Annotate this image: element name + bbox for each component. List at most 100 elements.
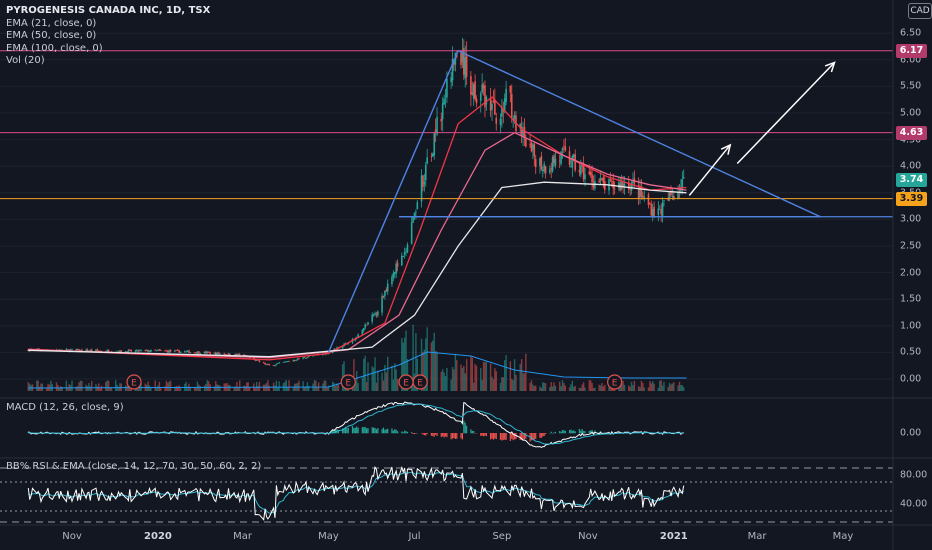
volume-bar (333, 382, 335, 391)
earnings-letter: E (131, 379, 137, 389)
volume-bar (522, 373, 524, 391)
volume-bar (683, 387, 685, 391)
volume-bar (323, 380, 325, 391)
volume-bar (461, 368, 464, 391)
candle-body (415, 211, 417, 213)
candle-body (243, 354, 245, 357)
macd-histogram-bar (426, 433, 428, 435)
candle-body (660, 209, 662, 215)
price-tag: 3.39 (896, 191, 927, 206)
candle-body (550, 167, 553, 170)
volume-bar (195, 387, 197, 391)
symbol-title[interactable]: PYROGENESIS CANADA INC, 1D, TSX (6, 5, 211, 16)
volume-bar (426, 327, 428, 391)
rsi-label[interactable]: BB% RSI & EMA (close, 14, 12, 70, 30, 50… (6, 461, 262, 472)
candle-body (482, 84, 485, 89)
ema100-label[interactable]: EMA (100, close, 0) (6, 42, 103, 54)
candle-body (264, 362, 266, 365)
candle-body (509, 85, 512, 93)
volume-bar (58, 387, 61, 391)
volume-bar (158, 381, 161, 391)
volume-bar (663, 381, 665, 391)
price-tag: 6.17 (896, 43, 927, 58)
candle-body (174, 350, 176, 352)
candle-body (643, 196, 646, 198)
earnings-icon[interactable]: E (607, 374, 623, 390)
candle-body (223, 353, 226, 355)
macd-histogram-bar (436, 433, 438, 436)
candle-body (472, 84, 475, 99)
candle-body (420, 175, 423, 202)
volume-bar (584, 387, 586, 391)
volume-bar (639, 386, 641, 391)
volume-bar (668, 382, 671, 391)
macd-histogram-bar (387, 428, 389, 434)
price-tick-label: 6.00 (900, 54, 922, 66)
volume-bar (248, 387, 251, 391)
candle-body (637, 185, 640, 200)
volume-bar (475, 365, 478, 391)
candle-body (598, 180, 600, 183)
earnings-icon[interactable]: E (398, 374, 414, 390)
volume-bars (27, 324, 687, 391)
volume-bar (661, 385, 664, 391)
macd-histogram-bar (513, 433, 516, 440)
macd-histogram-bar (415, 433, 417, 434)
macd-histogram-bar (413, 433, 416, 434)
earnings-icon[interactable]: E (412, 374, 428, 390)
macd-histogram-bar (591, 429, 593, 434)
earnings-letter: E (345, 379, 351, 389)
macd-histogram-bar (425, 433, 427, 436)
macd-histogram-bar (443, 433, 445, 438)
macd-histogram-bar (539, 433, 541, 438)
macd-label[interactable]: MACD (12, 26, close, 9) (6, 402, 124, 413)
candle-body (127, 350, 130, 353)
volume-bar (313, 380, 316, 391)
volume-bar (633, 380, 636, 391)
volume-bar (651, 381, 654, 391)
volume-bar (361, 377, 364, 391)
volume-bar (88, 383, 90, 391)
candle-body (219, 353, 221, 355)
macd-histogram-bar (461, 433, 464, 440)
volume-bar (174, 386, 176, 391)
volume-bar (244, 386, 247, 391)
ema50-label[interactable]: EMA (50, close, 0) (6, 30, 97, 41)
volume-label[interactable]: Vol (20) (6, 55, 45, 66)
volume-bar (482, 361, 485, 391)
volume-bar (568, 387, 571, 391)
volume-bar (233, 387, 235, 391)
drawings[interactable] (327, 49, 894, 353)
candle-body (558, 160, 561, 162)
candle-body (661, 202, 664, 217)
candle-body (541, 169, 544, 171)
macd-histogram-bar (373, 427, 375, 434)
volume-bar (243, 385, 245, 391)
candle-body (653, 206, 655, 217)
candle-body (216, 352, 218, 355)
candle-body (214, 352, 217, 355)
volume-bar (199, 386, 201, 391)
macd-histogram-bar (444, 433, 447, 437)
macd-histogram-bar (501, 433, 503, 441)
candle-body (522, 129, 524, 138)
price-tag: 3.74 (896, 173, 927, 188)
volume-bar (550, 382, 552, 391)
earnings-icon[interactable]: E (126, 374, 142, 390)
macd-histogram-bar (391, 428, 393, 434)
candle-body (423, 182, 426, 185)
currency-badge[interactable]: CAD (908, 3, 932, 19)
volume-bar (680, 384, 682, 391)
candle-body (501, 107, 503, 117)
volume-bar (530, 380, 533, 391)
volume-bar (117, 386, 120, 391)
macd-histogram-bar (491, 433, 493, 439)
ema21-label[interactable]: EMA (21, close, 0) (6, 17, 97, 29)
volume-bar (465, 359, 468, 391)
macd-histogram-bar (574, 431, 576, 434)
candle-body (551, 157, 554, 172)
earnings-icon[interactable]: E (340, 374, 356, 390)
